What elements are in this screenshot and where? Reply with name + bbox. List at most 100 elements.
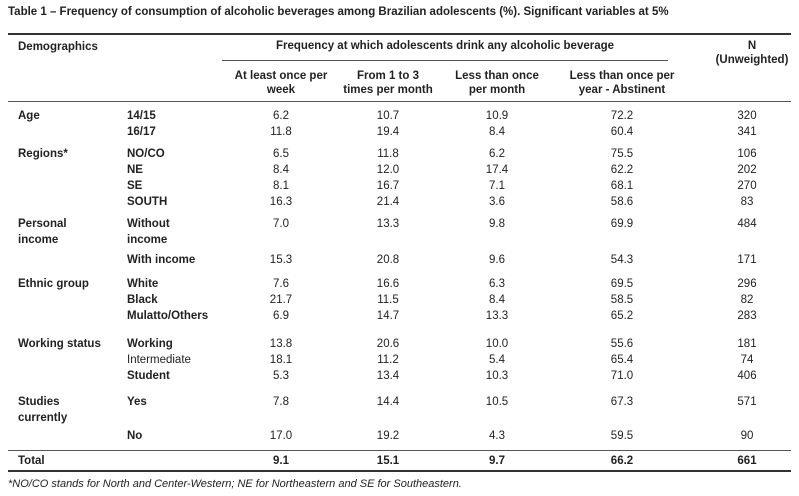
cell-n-unweighted: 106 xyxy=(737,148,757,160)
cell-less-than-monthly: 10.9 xyxy=(485,110,509,122)
column-header-monthly-1-3: From 1 to 3 xyxy=(357,70,419,82)
cell-weekly: 13.8 xyxy=(269,338,293,350)
row-subcategory: No xyxy=(127,430,143,442)
cell-weekly: 18.1 xyxy=(269,354,293,366)
row-category: Ethnic group xyxy=(18,278,89,290)
cell-less-than-monthly: 10.3 xyxy=(485,370,509,382)
cell-monthly-1-3: 20.6 xyxy=(376,338,400,350)
total-monthly-1-3: 15.1 xyxy=(376,455,400,467)
total-less-than-monthly: 9.7 xyxy=(489,455,505,467)
row-subcategory: 16/17 xyxy=(127,126,156,138)
cell-weekly: 5.3 xyxy=(273,370,289,382)
cell-n-unweighted: 484 xyxy=(737,218,757,230)
column-header-weekly: At least once per xyxy=(234,70,328,82)
cell-monthly-1-3: 13.4 xyxy=(376,370,400,382)
column-header-weekly-line2: week xyxy=(266,84,296,96)
cell-n-unweighted: 83 xyxy=(740,196,754,208)
cell-less-than-monthly: 9.8 xyxy=(489,218,505,230)
cell-less-than-monthly: 9.6 xyxy=(489,254,505,266)
cell-n-unweighted: 82 xyxy=(740,294,754,306)
column-header-monthly-1-3-line2: times per month xyxy=(343,84,433,96)
cell-abstinent: 68.1 xyxy=(610,180,634,192)
column-header-less-than-monthly: Less than once xyxy=(455,70,539,82)
row-category-line2: currently xyxy=(18,412,68,424)
column-header-abstinent: Less than once per xyxy=(569,70,675,82)
top-rule xyxy=(8,33,791,35)
row-subcategory: SOUTH xyxy=(127,196,168,208)
cell-abstinent: 71.0 xyxy=(610,370,634,382)
row-subcategory: 14/15 xyxy=(127,110,156,122)
cell-abstinent: 72.2 xyxy=(610,110,634,122)
row-subcategory: Working xyxy=(127,338,173,350)
cell-abstinent: 69.9 xyxy=(610,218,634,230)
total-abstinent: 66.2 xyxy=(610,455,634,467)
cell-abstinent: 58.6 xyxy=(610,196,634,208)
cell-weekly: 8.1 xyxy=(273,180,289,192)
cell-weekly: 7.6 xyxy=(273,278,289,290)
cell-n-unweighted: 283 xyxy=(737,310,757,322)
cell-monthly-1-3: 14.7 xyxy=(376,310,400,322)
group-underline xyxy=(222,60,668,61)
cell-weekly: 21.7 xyxy=(269,294,293,306)
cell-abstinent: 65.2 xyxy=(610,310,634,322)
cell-abstinent: 55.6 xyxy=(610,338,634,350)
cell-less-than-monthly: 6.2 xyxy=(489,148,505,160)
cell-less-than-monthly: 13.3 xyxy=(485,310,509,322)
header-rule xyxy=(8,101,791,102)
cell-monthly-1-3: 11.2 xyxy=(377,354,399,366)
cell-n-unweighted: 571 xyxy=(737,396,757,408)
row-subcategory: Student xyxy=(127,370,170,382)
cell-weekly: 16.3 xyxy=(269,196,293,208)
cell-monthly-1-3: 14.4 xyxy=(376,396,400,408)
row-subcategory-line2: income xyxy=(127,234,168,246)
cell-n-unweighted: 171 xyxy=(737,254,757,266)
cell-less-than-monthly: 10.5 xyxy=(485,396,509,408)
cell-less-than-monthly: 7.1 xyxy=(489,180,505,192)
cell-weekly: 11.8 xyxy=(270,126,292,138)
cell-monthly-1-3: 21.4 xyxy=(376,196,400,208)
row-subcategory: Yes xyxy=(127,396,147,408)
cell-abstinent: 58.5 xyxy=(610,294,634,306)
row-category: Age xyxy=(18,110,40,122)
cell-monthly-1-3: 10.7 xyxy=(376,110,400,122)
total-n-unweighted: 661 xyxy=(737,455,757,467)
n-header: N xyxy=(747,40,757,52)
cell-less-than-monthly: 8.4 xyxy=(489,126,505,138)
bottom-rule xyxy=(8,470,791,472)
cell-less-than-monthly: 17.4 xyxy=(485,164,509,176)
row-subcategory: Intermediate xyxy=(127,354,191,366)
column-header-less-than-monthly-line2: per month xyxy=(468,84,526,96)
cell-weekly: 15.3 xyxy=(269,254,293,266)
cell-monthly-1-3: 11.8 xyxy=(377,148,399,160)
row-subcategory: SE xyxy=(127,180,143,192)
cell-n-unweighted: 90 xyxy=(740,430,754,442)
total-rule xyxy=(8,450,791,451)
cell-monthly-1-3: 16.6 xyxy=(376,278,400,290)
row-subcategory: NO/CO xyxy=(127,148,165,160)
total-label: Total xyxy=(18,455,45,467)
frequency-group-header: Frequency at which adolescents drink any… xyxy=(275,40,615,52)
row-category: Working status xyxy=(18,338,101,350)
row-category: Studies xyxy=(18,396,60,408)
row-subcategory: White xyxy=(127,278,159,290)
row-subcategory: Mulatto/Others xyxy=(127,310,209,322)
row-subcategory: NE xyxy=(127,164,143,176)
row-category: Personal xyxy=(18,218,67,230)
cell-abstinent: 75.5 xyxy=(610,148,634,160)
cell-monthly-1-3: 11.5 xyxy=(377,294,399,306)
row-category-line2: income xyxy=(18,234,59,246)
demographics-header: Demographics xyxy=(18,41,98,53)
cell-monthly-1-3: 20.8 xyxy=(376,254,400,266)
cell-weekly: 8.4 xyxy=(273,164,289,176)
cell-less-than-monthly: 4.3 xyxy=(489,430,505,442)
cell-weekly: 6.5 xyxy=(273,148,289,160)
cell-weekly: 6.9 xyxy=(273,310,289,322)
cell-monthly-1-3: 12.0 xyxy=(376,164,400,176)
cell-weekly: 17.0 xyxy=(269,430,293,442)
row-subcategory: Black xyxy=(127,294,158,306)
row-category: Regions* xyxy=(18,148,68,160)
cell-monthly-1-3: 19.2 xyxy=(376,430,400,442)
cell-abstinent: 69.5 xyxy=(610,278,634,290)
cell-less-than-monthly: 3.6 xyxy=(489,196,505,208)
cell-n-unweighted: 181 xyxy=(737,338,757,350)
